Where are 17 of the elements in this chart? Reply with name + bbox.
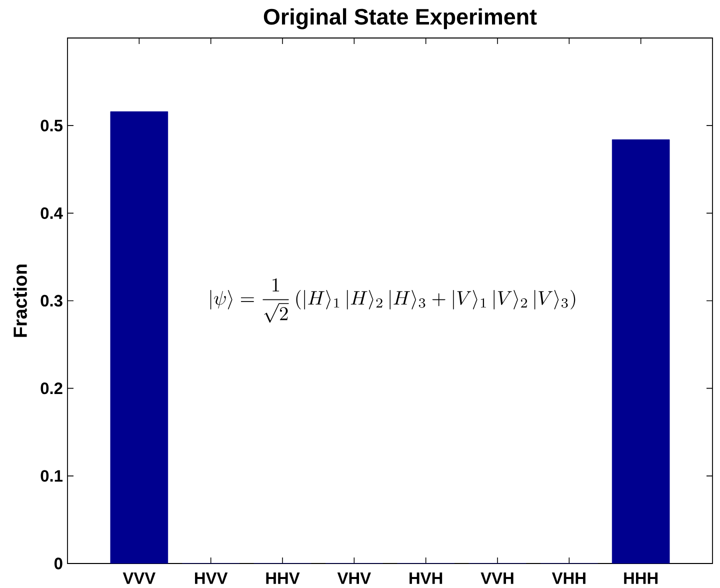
x-tick-label: HHV [266,572,300,584]
x-tick-label: VVV [122,572,156,584]
y-axis-title: Fraction [13,264,27,337]
chart-title: Original State Experiment [264,8,537,30]
y-tick-label: 0.1 [40,470,63,482]
x-tick-label: HVH [410,572,442,584]
y-tick-label: 0.2 [40,382,62,394]
x-tick-label: HHH [624,572,658,584]
y-tick-label: 0.5 [40,120,63,132]
y-tick-label: 0.4 [40,207,63,219]
y-tick-label: 0.3 [40,294,62,307]
x-tick-label: VVH [480,572,514,584]
annotation: $|\psi\rangle = \frac{1}{\sqrt{2}}\,(|H\rangle_1\,|H\rangle_2\,|H\rangle_3 + |V\rangle_1\,|V\rangle_2\,|V\rangle_3)$ [210,278,576,323]
y-tick-label: 0 [54,558,62,570]
x-tick-label: HVV [195,572,228,584]
x-tick-label: VHH [552,572,586,584]
x-tick-label: VHV [337,572,371,584]
